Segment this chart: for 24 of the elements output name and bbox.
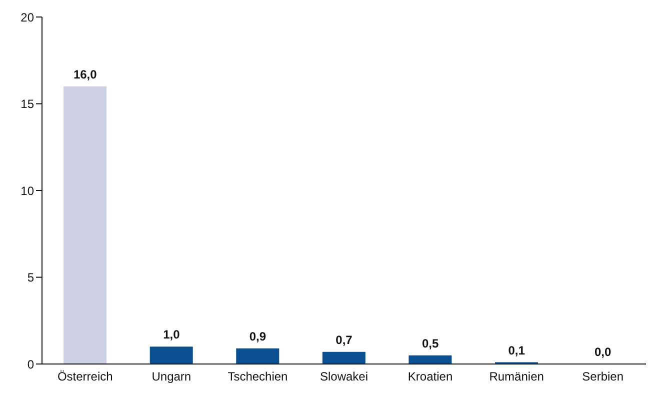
bar	[236, 348, 280, 364]
x-tick-label: Kroatien	[408, 370, 453, 384]
data-label: 0,1	[508, 343, 526, 358]
data-label: 0,9	[249, 329, 266, 344]
y-tick-label: 0	[27, 357, 34, 372]
data-label: 0,7	[336, 332, 353, 347]
data-label: 16,0	[73, 67, 98, 82]
data-label: 0,0	[594, 345, 612, 359]
data-label: 0,5	[422, 336, 439, 350]
data-label: 1,0	[163, 328, 180, 342]
bar	[64, 86, 107, 364]
y-tick-label: 20	[20, 10, 34, 24]
y-tick-label: 15	[20, 97, 34, 112]
bar	[408, 355, 452, 364]
x-tick-label: Österreich	[57, 370, 113, 384]
y-tick-label: 10	[20, 184, 34, 198]
x-tick-label: Slowakei	[320, 370, 368, 384]
x-tick-label: Serbien	[582, 370, 624, 384]
y-tick-label: 5	[27, 270, 34, 285]
bar	[322, 352, 366, 364]
x-tick-label: Rumänien	[489, 370, 544, 384]
x-tick-label: Tschechien	[228, 370, 288, 384]
x-tick-label: Ungarn	[152, 370, 192, 384]
bar	[150, 346, 193, 364]
